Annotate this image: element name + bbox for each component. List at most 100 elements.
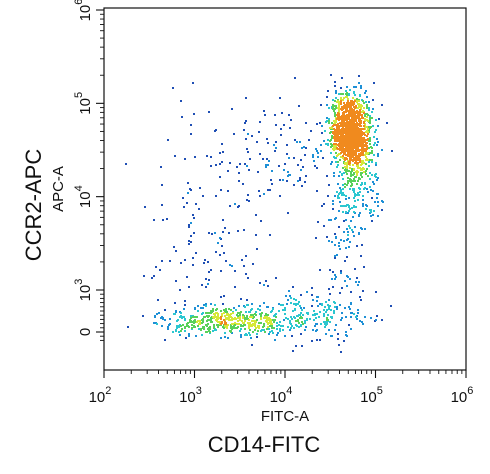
data-point: [222, 219, 224, 221]
data-point: [341, 77, 343, 79]
data-point: [346, 158, 348, 160]
data-point: [238, 305, 240, 307]
data-point: [345, 90, 347, 92]
data-point: [352, 104, 354, 106]
data-point: [284, 163, 286, 165]
data-point: [344, 260, 346, 262]
data-point: [281, 112, 283, 114]
data-points-layer: [125, 74, 393, 353]
data-point: [303, 307, 305, 309]
data-point: [371, 111, 373, 113]
data-point: [350, 312, 352, 314]
data-point: [324, 321, 326, 323]
data-point: [367, 191, 369, 193]
data-point: [256, 141, 258, 143]
data-point: [319, 303, 321, 305]
data-point: [353, 141, 355, 143]
data-point: [240, 336, 242, 338]
data-point: [344, 143, 346, 145]
data-point: [247, 277, 249, 279]
data-point: [360, 85, 362, 87]
data-point: [354, 116, 356, 118]
data-point: [270, 323, 272, 325]
data-point: [205, 331, 207, 333]
data-point: [354, 180, 356, 182]
data-point: [266, 138, 268, 140]
y-tick-label: 0: [77, 328, 94, 336]
data-point: [239, 312, 241, 314]
data-point: [358, 117, 360, 119]
data-point: [352, 231, 354, 233]
data-point: [333, 172, 335, 174]
data-point: [362, 323, 364, 325]
data-point: [199, 320, 201, 322]
data-point: [154, 316, 156, 318]
data-point: [323, 140, 325, 142]
data-point: [217, 326, 219, 328]
data-point: [357, 192, 359, 194]
data-point: [357, 141, 359, 143]
data-point: [336, 118, 338, 120]
data-point: [302, 323, 304, 325]
data-point: [360, 255, 362, 257]
data-point: [357, 129, 359, 131]
data-point: [346, 92, 348, 94]
data-point: [244, 324, 246, 326]
data-point: [345, 195, 347, 197]
data-point: [238, 205, 240, 207]
data-point: [195, 252, 197, 254]
data-point: [223, 319, 225, 321]
data-point: [188, 224, 190, 226]
data-point: [208, 111, 210, 113]
x-tick-label: 104: [270, 385, 293, 406]
data-point: [312, 329, 314, 331]
data-point: [329, 140, 331, 142]
data-point: [328, 307, 330, 309]
data-point: [247, 133, 249, 135]
data-point: [199, 187, 201, 189]
data-point: [326, 319, 328, 321]
data-point: [298, 326, 300, 328]
data-point: [365, 90, 367, 92]
data-point: [227, 190, 229, 192]
data-point: [355, 281, 357, 283]
data-point: [356, 194, 358, 196]
data-point: [268, 333, 270, 335]
data-point: [345, 109, 347, 111]
data-point: [259, 121, 261, 123]
data-point: [366, 188, 368, 190]
data-point: [381, 104, 383, 106]
data-point: [288, 157, 290, 159]
data-point: [328, 120, 330, 122]
data-point: [227, 170, 229, 172]
data-point: [279, 330, 281, 332]
data-point: [374, 142, 376, 144]
data-point: [341, 287, 343, 289]
data-point: [317, 221, 319, 223]
data-point: [305, 122, 307, 124]
data-point: [250, 314, 252, 316]
data-point: [193, 320, 195, 322]
data-point: [342, 134, 344, 136]
data-point: [295, 345, 297, 347]
data-point: [280, 304, 282, 306]
data-point: [349, 137, 351, 139]
data-point: [190, 241, 192, 243]
data-point: [203, 262, 205, 264]
data-point: [303, 146, 305, 148]
data-point: [333, 133, 335, 135]
data-point: [261, 312, 263, 314]
data-point: [293, 298, 295, 300]
data-point: [332, 106, 334, 108]
data-point: [181, 116, 183, 118]
data-point: [339, 142, 341, 144]
data-point: [338, 245, 340, 247]
data-point: [158, 312, 160, 314]
data-point: [266, 328, 268, 330]
data-point: [220, 189, 222, 191]
data-point: [363, 139, 365, 141]
data-point: [301, 317, 303, 319]
data-point: [313, 319, 315, 321]
data-point: [342, 147, 344, 149]
data-point: [336, 306, 338, 308]
